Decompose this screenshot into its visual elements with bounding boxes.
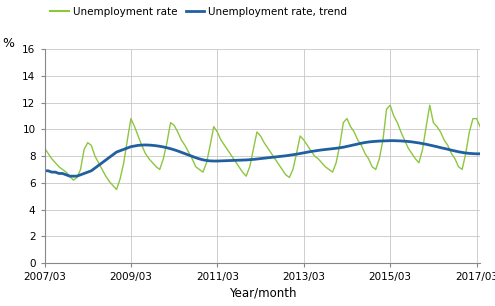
Unemployment rate, trend	[387, 139, 393, 143]
Unemployment rate	[387, 103, 393, 107]
Unemployment rate, trend	[391, 139, 396, 143]
Unemployment rate, trend	[287, 153, 293, 157]
Unemployment rate	[42, 146, 48, 150]
Unemployment rate, trend	[171, 148, 177, 151]
Line: Unemployment rate, trend: Unemployment rate, trend	[45, 141, 495, 176]
Unemployment rate, trend	[243, 158, 249, 162]
Unemployment rate	[171, 123, 177, 127]
Line: Unemployment rate: Unemployment rate	[45, 105, 495, 189]
Unemployment rate	[412, 157, 418, 161]
Unemployment rate	[287, 176, 293, 179]
Unemployment rate	[113, 188, 119, 191]
Unemployment rate	[351, 130, 357, 134]
Unemployment rate	[243, 174, 249, 178]
X-axis label: Year/month: Year/month	[229, 286, 296, 299]
Unemployment rate, trend	[67, 174, 73, 178]
Text: %: %	[2, 37, 14, 50]
Unemployment rate, trend	[42, 169, 48, 173]
Unemployment rate, trend	[412, 140, 418, 144]
Unemployment rate, trend	[351, 143, 357, 147]
Legend: Unemployment rate, Unemployment rate, trend: Unemployment rate, Unemployment rate, tr…	[50, 7, 347, 17]
Unemployment rate	[391, 114, 396, 118]
